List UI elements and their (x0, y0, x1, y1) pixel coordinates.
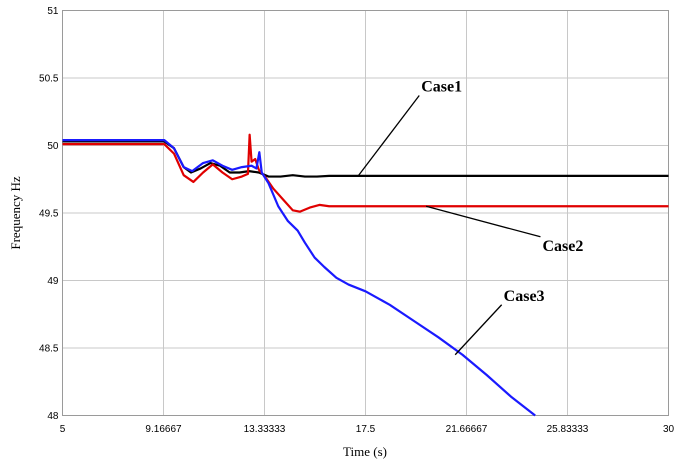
y-tick-label: 49.5 (39, 209, 59, 220)
x-tick-label: 25.83333 (547, 424, 589, 435)
y-tick-label: 49 (47, 276, 59, 287)
annotation-label: Case1 (421, 79, 462, 96)
plot-area (62, 10, 669, 416)
annotation-leader-line (454, 304, 503, 356)
grid (62, 10, 669, 416)
annotation-label: Case2 (542, 238, 583, 255)
tick-labels: 5 9.16667 13.33333 17.5 21.66667 25.83333 30 48… (39, 6, 674, 435)
x-tick-label: 5 (60, 424, 66, 435)
x-tick-label: 21.66667 (446, 424, 488, 435)
series-line-case2 (62, 133, 669, 213)
series-line-case3 (62, 139, 536, 417)
y-tick-label: 48.5 (39, 344, 59, 355)
y-axis-title: Frequency Hz (8, 176, 23, 250)
y-tick-label: 48 (47, 411, 59, 422)
x-tick-label: 17.5 (356, 424, 376, 435)
annotations: Case1 Case2 Case3 (357, 79, 583, 356)
y-tick-label: 51 (47, 6, 59, 17)
annotation-leader-line (425, 205, 541, 238)
annotation-label: Case3 (504, 288, 545, 305)
x-axis-title: Time (s) (343, 444, 387, 459)
y-tick-label: 50.5 (39, 74, 59, 85)
x-tick-label: 13.33333 (244, 424, 286, 435)
x-tick-label: 9.16667 (145, 424, 182, 435)
annotation-leader-line (357, 95, 420, 177)
y-tick-label: 50 (47, 141, 59, 152)
x-tick-label: 30 (663, 424, 675, 435)
series (62, 133, 669, 417)
